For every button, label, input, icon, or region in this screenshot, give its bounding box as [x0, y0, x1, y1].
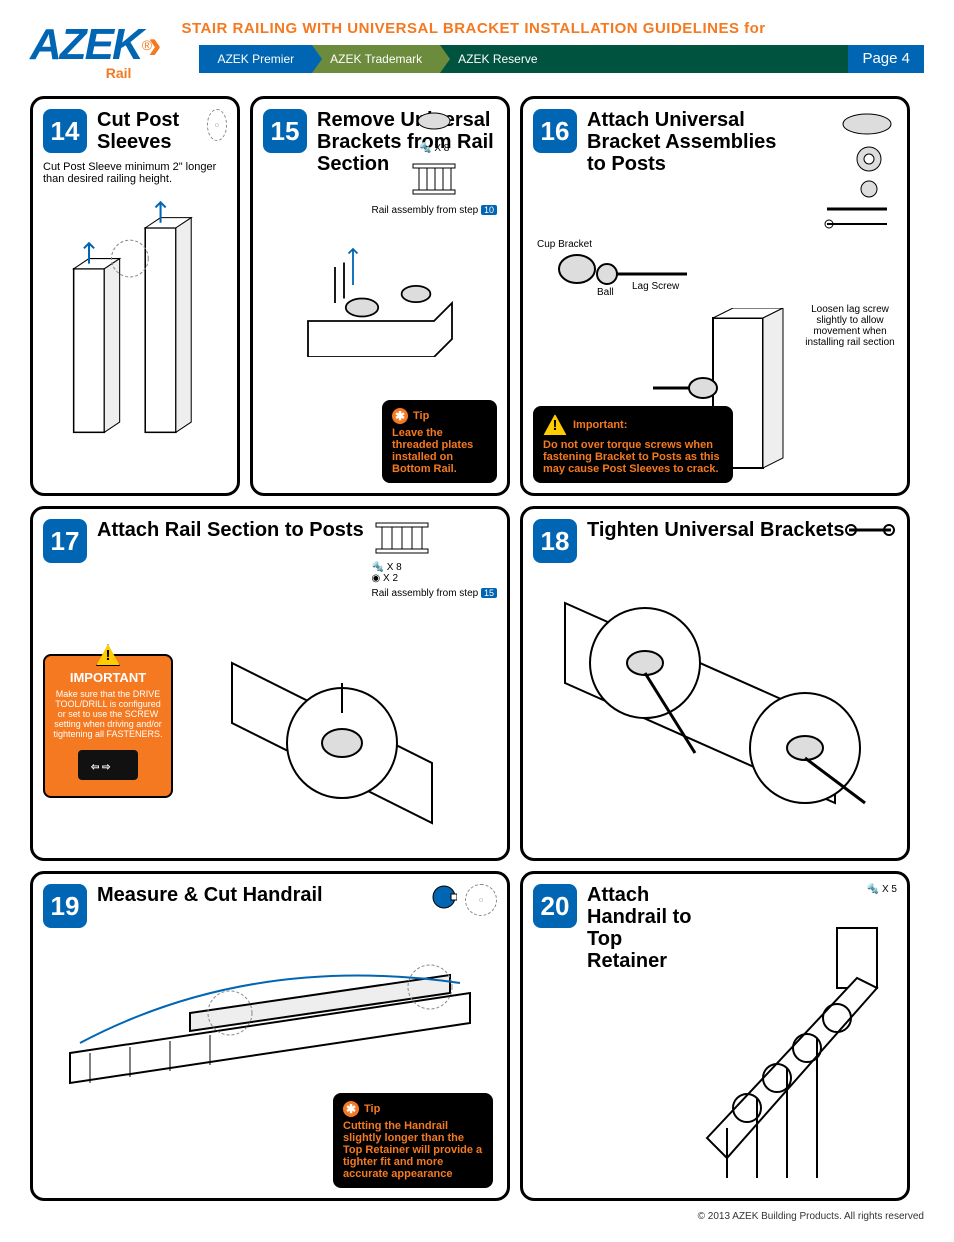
step-20-screw-qty: X 5: [882, 884, 897, 895]
attach-rail-illustration: [192, 623, 492, 843]
step-16-num: 16: [533, 109, 577, 153]
step-14: 14 Cut Post Sleeves Cut Post Sleeve mini…: [30, 96, 240, 496]
step-14-title: Cut Post Sleeves: [97, 109, 197, 153]
step-17-parts: 🔩 X 8 ◉ X 2 Rail assembly from step 15: [372, 519, 498, 599]
guideline-title: STAIR RAILING WITH UNIVERSAL BRACKET INS…: [181, 20, 924, 37]
step-19-num: 19: [43, 884, 87, 928]
tip-star-icon: ✱: [392, 408, 408, 424]
step-19-title: Measure & Cut Handrail: [97, 884, 323, 906]
product-premier: AZEK Premier: [199, 45, 312, 73]
step-16: 16 Attach Universal Bracket Assemblies t…: [520, 96, 910, 496]
logo-text: AZEK: [30, 20, 142, 70]
step-16-title: Attach Universal Bracket Assemblies to P…: [587, 109, 777, 175]
bracket-assembly-icons: [817, 109, 895, 229]
step-17-rail-ref: Rail assembly from step 15: [372, 588, 498, 599]
drill-setting-icon: ⇦ ⇨: [73, 745, 143, 785]
step-15-rail-ref: Rail assembly from step 10: [372, 205, 498, 216]
step-15-tip: ✱Tip Leave the threaded plates installed…: [382, 400, 497, 483]
step-17-title: Attach Rail Section to Posts: [97, 519, 364, 541]
step-17-important: ! IMPORTANT Make sure that the DRIVE TOO…: [43, 654, 173, 798]
step-19: 19 Measure & Cut Handrail ✱Tip Cutting t…: [30, 871, 510, 1201]
rail-section-icon: [409, 160, 459, 200]
page-number: Page 4: [848, 45, 924, 73]
handrail-attach-illustration: [687, 918, 897, 1188]
product-trademark: AZEK Trademark: [312, 45, 440, 73]
step-18-illustration: [533, 563, 897, 843]
step-14-body: Cut Post Sleeve minimum 2" longer than d…: [43, 161, 227, 185]
step-15-parts: 🔩 X 8 Rail assembly from step 10: [372, 109, 498, 216]
tip-star-icon: ✱: [343, 1101, 359, 1117]
step-19-tip: ✱Tip Cutting the Handrail slightly longe…: [333, 1093, 493, 1188]
step-18-num: 18: [533, 519, 577, 563]
step-15-illustration: [263, 195, 497, 375]
tighten-bracket-illustration: [535, 573, 895, 833]
step-19-tool-icons: [431, 884, 497, 916]
step-16-note: Loosen lag screw slightly to allow movem…: [805, 304, 895, 348]
step-14-illustration: [43, 185, 227, 455]
product-reserve: AZEK Reserve: [440, 45, 848, 73]
saw-blade-icon: [207, 109, 227, 141]
step-17-plate-qty: X 2: [383, 573, 398, 584]
post-sleeve-illustration: [43, 187, 227, 453]
tape-measure-icon: [431, 884, 457, 910]
remove-bracket-illustration: [290, 213, 470, 357]
step-15-num: 15: [263, 109, 307, 153]
logo-chevron-icon: ›: [148, 23, 161, 68]
svg-text:⇦ ⇨: ⇦ ⇨: [90, 762, 111, 773]
header-right: STAIR RAILING WITH UNIVERSAL BRACKET INS…: [181, 20, 924, 73]
step-16-important: ! Important: Do not over torque screws w…: [533, 406, 733, 483]
step-19-illustration: [43, 928, 497, 1098]
step-17: 17 Attach Rail Section to Posts 🔩 X 8 ◉ …: [30, 506, 510, 861]
step-17-screw-qty: X 8: [387, 562, 402, 573]
step-15: 15 Remove Universal Brackets from Rail S…: [250, 96, 510, 496]
step-18-title: Tighten Universal Brackets: [587, 519, 845, 541]
bracket-icon: [414, 109, 454, 134]
step-20-parts: 🔩 X 5: [867, 884, 897, 895]
brand-logo: AZEK ® › Rail: [30, 20, 161, 81]
page-header: AZEK ® › Rail STAIR RAILING WITH UNIVERS…: [30, 20, 924, 81]
step-16-labels: Cup Bracket Ball Lag Screw: [537, 239, 697, 302]
step-20: 20 Attach Handrail to Top Retainer 🔩 X 5: [520, 871, 910, 1201]
step-16-parts-icons: [817, 109, 897, 234]
warning-icon: !: [543, 414, 567, 436]
steps-grid: 14 Cut Post Sleeves Cut Post Sleeve mini…: [30, 96, 924, 1201]
warning-icon: !: [96, 644, 120, 666]
step-15-screw-qty: X 8: [434, 143, 449, 154]
saw-blade-icon: [465, 884, 497, 916]
page-footer: © 2013 AZEK Building Products. All right…: [30, 1211, 924, 1222]
product-bar: AZEK Premier AZEK Trademark AZEK Reserve…: [181, 45, 924, 73]
step-20-num: 20: [533, 884, 577, 928]
wrench-icon: [845, 521, 895, 544]
step-17-num: 17: [43, 519, 87, 563]
step-17-illustration: [187, 618, 497, 848]
handrail-cut-illustration: [50, 933, 490, 1093]
rail-section-icon: [372, 519, 432, 559]
step-20-illustration: [682, 913, 902, 1193]
step-14-num: 14: [43, 109, 87, 153]
step-18: 18 Tighten Universal Brackets: [520, 506, 910, 861]
